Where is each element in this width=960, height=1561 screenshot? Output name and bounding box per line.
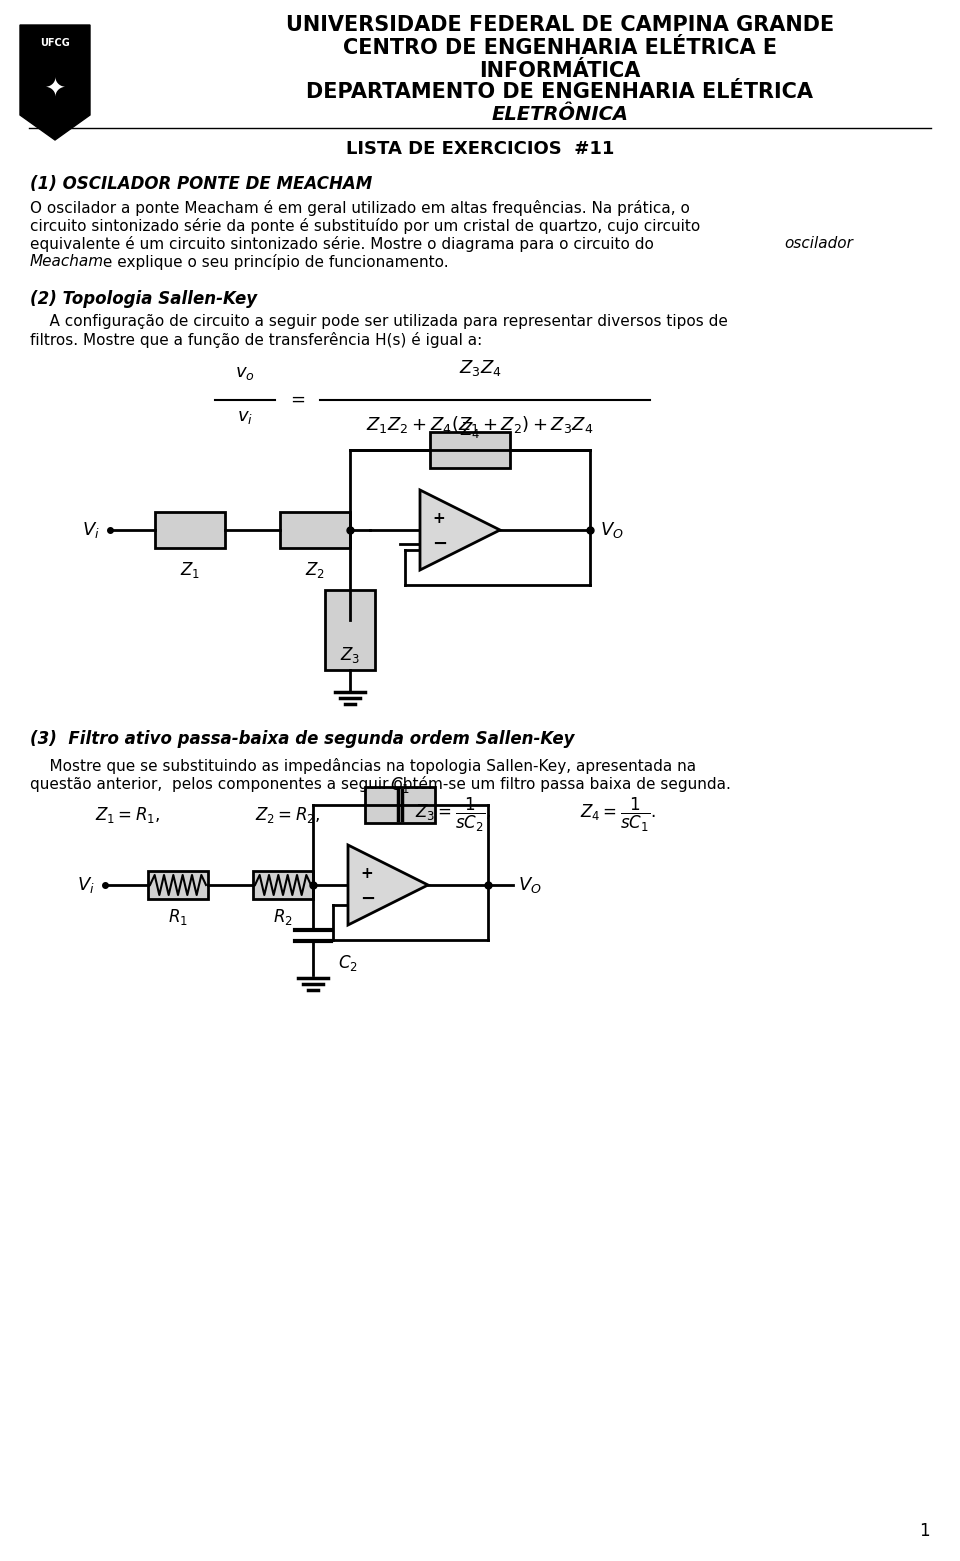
Text: $C_1$: $C_1$: [390, 774, 410, 795]
Text: UNIVERSIDADE FEDERAL DE CAMPINA GRANDE: UNIVERSIDADE FEDERAL DE CAMPINA GRANDE: [286, 16, 834, 34]
Text: $Z_3 = \dfrac{1}{sC_2},$: $Z_3 = \dfrac{1}{sC_2},$: [415, 796, 492, 834]
Text: CENTRO DE ENGENHARIA ELÉTRICA E: CENTRO DE ENGENHARIA ELÉTRICA E: [343, 37, 777, 58]
Bar: [148, 871, 208, 899]
Text: $v_i$: $v_i$: [237, 407, 253, 426]
Text: =: =: [290, 390, 305, 409]
Text: $Z_2 = R_2,$: $Z_2 = R_2,$: [255, 805, 321, 826]
Text: 1: 1: [920, 1522, 930, 1541]
Text: filtros. Mostre que a função de transferência H(s) é igual a:: filtros. Mostre que a função de transfer…: [30, 332, 482, 348]
Text: $V_i$: $V_i$: [83, 520, 100, 540]
Text: questão anterior,  pelos componentes a seguir obtém-se um filtro passa baixa de : questão anterior, pelos componentes a se…: [30, 776, 731, 791]
Text: DEPARTAMENTO DE ENGENHARIA ELÉTRICA: DEPARTAMENTO DE ENGENHARIA ELÉTRICA: [306, 83, 813, 101]
Text: $Z_1 Z_2 + Z_4(Z_1 + Z_2) + Z_3 Z_4$: $Z_1 Z_2 + Z_4(Z_1 + Z_2) + Z_3 Z_4$: [367, 414, 593, 436]
Bar: [155, 512, 225, 548]
Text: A configuração de circuito a seguir pode ser utilizada para representar diversos: A configuração de circuito a seguir pode…: [30, 314, 728, 329]
Text: +: +: [360, 865, 372, 880]
Text: Meacham: Meacham: [30, 254, 104, 268]
Text: +: +: [432, 510, 444, 526]
Text: −: −: [360, 890, 375, 909]
Text: oscilador: oscilador: [784, 236, 852, 251]
Text: (2) Topologia Sallen-Key: (2) Topologia Sallen-Key: [30, 290, 257, 308]
Text: UFCG: UFCG: [40, 37, 70, 48]
Polygon shape: [420, 490, 500, 570]
Polygon shape: [20, 25, 90, 140]
Text: $R_2$: $R_2$: [273, 907, 293, 927]
Text: $Z_1$: $Z_1$: [180, 560, 200, 581]
Text: $Z_4 = \dfrac{1}{sC_1}.$: $Z_4 = \dfrac{1}{sC_1}.$: [580, 796, 656, 834]
Text: O oscilador a ponte Meacham é em geral utilizado em altas frequências. Na prátic: O oscilador a ponte Meacham é em geral u…: [30, 200, 690, 215]
Text: $Z_4$: $Z_4$: [460, 420, 480, 440]
Text: −: −: [432, 535, 447, 553]
Text: $V_O$: $V_O$: [518, 876, 541, 894]
Text: $Z_3 Z_4$: $Z_3 Z_4$: [459, 357, 501, 378]
Text: equivalente é um circuito sintonizado série. Mostre o diagrama para o circuito d: equivalente é um circuito sintonizado sé…: [30, 236, 659, 251]
Polygon shape: [348, 845, 428, 926]
Text: INFORMÁTICA: INFORMÁTICA: [479, 61, 640, 81]
Text: $V_O$: $V_O$: [600, 520, 624, 540]
Bar: [365, 787, 435, 823]
Text: e explique o seu princípio de funcionamento.: e explique o seu princípio de funcioname…: [98, 254, 448, 270]
Bar: [280, 512, 350, 548]
Bar: [253, 871, 313, 899]
Text: ELETRÔNICA: ELETRÔNICA: [492, 105, 629, 123]
Text: $v_o$: $v_o$: [235, 364, 255, 382]
Text: circuito sintonizado série da ponte é substituído por um cristal de quartzo, cuj: circuito sintonizado série da ponte é su…: [30, 219, 700, 234]
Text: $R_1$: $R_1$: [168, 907, 188, 927]
Text: (1) OSCILADOR PONTE DE MEACHAM: (1) OSCILADOR PONTE DE MEACHAM: [30, 175, 372, 194]
Text: $Z_2$: $Z_2$: [305, 560, 325, 581]
Text: $Z_1 = R_1,$: $Z_1 = R_1,$: [95, 805, 160, 826]
Text: LISTA DE EXERCICIOS  #11: LISTA DE EXERCICIOS #11: [346, 140, 614, 158]
Text: Mostre que se substituindo as impedâncias na topologia Sallen-Key, apresentada n: Mostre que se substituindo as impedância…: [30, 759, 696, 774]
Bar: [325, 590, 375, 670]
Text: $V_i$: $V_i$: [77, 876, 95, 894]
Bar: [430, 432, 510, 468]
Text: $C_2$: $C_2$: [338, 954, 358, 973]
Text: (3)  Filtro ativo passa-baixa de segunda ordem Sallen-Key: (3) Filtro ativo passa-baixa de segunda …: [30, 731, 574, 748]
Text: $Z_3$: $Z_3$: [340, 645, 360, 665]
Text: ✦: ✦: [44, 78, 65, 101]
